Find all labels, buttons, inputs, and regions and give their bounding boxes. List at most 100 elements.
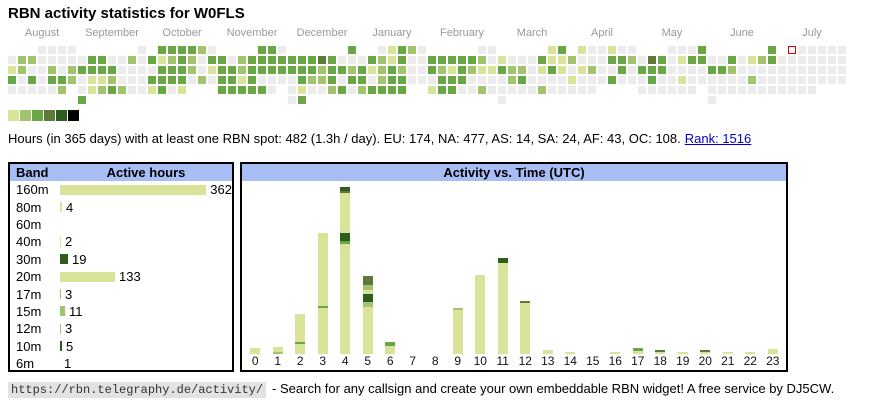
band-hours-bar <box>60 202 62 213</box>
heatmap-day-cell <box>188 76 196 84</box>
heatmap-day-cell <box>678 86 686 94</box>
heatmap-day-cell <box>838 76 846 84</box>
heatmap-day-cell <box>78 96 86 104</box>
heatmap-day-cell <box>338 56 346 64</box>
month-label: February <box>439 27 485 39</box>
heatmap-day-cell <box>688 66 696 74</box>
activity-chart-title: Activity vs. Time (UTC) <box>443 165 585 180</box>
heatmap-day-cell <box>578 46 586 54</box>
heatmap-day-cell <box>18 86 26 94</box>
x-tick-label: 0 <box>251 354 259 368</box>
heatmap-day-cell <box>228 86 236 94</box>
heatmap-day-cell <box>538 56 546 64</box>
heatmap-day-cell <box>448 86 456 94</box>
heatmap-day-cell <box>358 76 366 84</box>
x-tick-label: 12 <box>518 354 532 368</box>
summary-line: Hours (in 365 days) with at least one RB… <box>8 131 751 146</box>
bar-segment <box>497 263 508 354</box>
heatmap-day-cell <box>808 46 816 54</box>
heatmap-day-cell <box>838 56 846 64</box>
heatmap-day-cell <box>458 76 466 84</box>
band-hours-bar <box>60 341 62 352</box>
heatmap-day-cell <box>288 76 296 84</box>
heatmap-day-cell <box>48 86 56 94</box>
heatmap-day-cell <box>278 76 286 84</box>
heatmap-day-cell <box>28 66 36 74</box>
bar-segment <box>317 308 328 354</box>
heatmap-day-cell <box>48 66 56 74</box>
band-hours-value: 2 <box>65 234 73 250</box>
heatmap-day-cell <box>518 56 526 64</box>
heatmap-day-cell <box>278 66 286 74</box>
heatmap-month-november: November <box>218 26 286 104</box>
legend-swatch <box>44 110 55 121</box>
heatmap-day-cell <box>218 86 226 94</box>
heatmap-day-cell <box>738 76 746 84</box>
heatmap-day-cell <box>388 46 396 54</box>
heatmap-day-cell <box>508 66 516 74</box>
heatmap-day-cell <box>648 56 656 64</box>
band-table-panel: Band Active hours 160m 362 80m 4 60m 40m 2 30m 1… <box>8 162 234 372</box>
band-hours-bar <box>60 323 61 334</box>
band-row-40m: 40m 2 <box>10 233 232 250</box>
heatmap-day-cell <box>648 76 656 84</box>
heatmap-day-cell <box>288 96 296 104</box>
heatmap-day-cell <box>498 76 506 84</box>
band-hours-bar <box>60 254 68 265</box>
bar-segment <box>362 285 373 290</box>
heatmap-day-cell <box>18 66 26 74</box>
heatmap-day-cell <box>78 76 86 84</box>
heatmap-day-cell <box>518 76 526 84</box>
chart-hour-slot-19 <box>672 181 695 354</box>
bar-segment <box>745 352 756 354</box>
rank-link[interactable]: Rank: 1516 <box>684 131 752 146</box>
heatmap-day-cell <box>428 76 436 84</box>
heatmap-day-cell <box>708 76 716 84</box>
bar-segment <box>340 187 351 191</box>
heatmap-day-cell <box>588 46 596 54</box>
heatmap-day-cell <box>378 86 386 94</box>
heatmap-month-grid <box>148 46 216 94</box>
heatmap-day-cell <box>138 56 146 64</box>
month-label: November <box>226 27 278 39</box>
heatmap-day-cell <box>518 66 526 74</box>
heatmap-day-cell <box>638 76 646 84</box>
heatmap-day-cell <box>578 66 586 74</box>
heatmap-day-cell <box>818 46 826 54</box>
heatmap-day-cell <box>558 66 566 74</box>
chart-hour-slot-17 <box>627 181 650 354</box>
heatmap-day-cell <box>198 76 206 84</box>
heatmap-day-cell <box>458 86 466 94</box>
heatmap-day-cell <box>318 56 326 64</box>
heatmap-month-grid <box>288 46 356 104</box>
heatmap-day-cell <box>118 66 126 74</box>
heatmap-day-cell <box>798 86 806 94</box>
heatmap-day-cell <box>58 56 66 64</box>
heatmap-day-cell <box>528 86 536 94</box>
heatmap-day-cell <box>698 66 706 74</box>
chart-hour-slot-20 <box>694 181 717 354</box>
bar-segment <box>520 301 531 303</box>
heatmap-day-cell <box>618 76 626 84</box>
footer-text: - Search for any callsign and create you… <box>272 381 835 396</box>
heatmap-month-september: September <box>78 26 146 104</box>
band-hours-value: 362 <box>210 182 232 198</box>
heatmap-month-grid <box>78 46 146 104</box>
heatmap-day-cell <box>38 76 46 84</box>
heatmap-day-cell <box>158 56 166 64</box>
heatmap-day-cell <box>788 76 796 84</box>
heatmap-day-cell <box>388 56 396 64</box>
heatmap-day-cell <box>588 66 596 74</box>
heatmap-day-cell <box>158 86 166 94</box>
heatmap-day-cell <box>608 56 616 64</box>
heatmap-day-cell <box>408 76 416 84</box>
x-tick-label: 15 <box>586 354 600 368</box>
heatmap-day-cell <box>128 86 136 94</box>
heatmap-month-february: February <box>428 26 496 104</box>
activity-bar-hour-20 <box>700 350 711 354</box>
bar-segment <box>362 307 373 354</box>
chart-hour-slot-3 <box>312 181 335 354</box>
activity-bar-hour-1 <box>272 347 283 354</box>
heatmap-month-grid <box>708 46 776 104</box>
heatmap-day-cell <box>738 66 746 74</box>
